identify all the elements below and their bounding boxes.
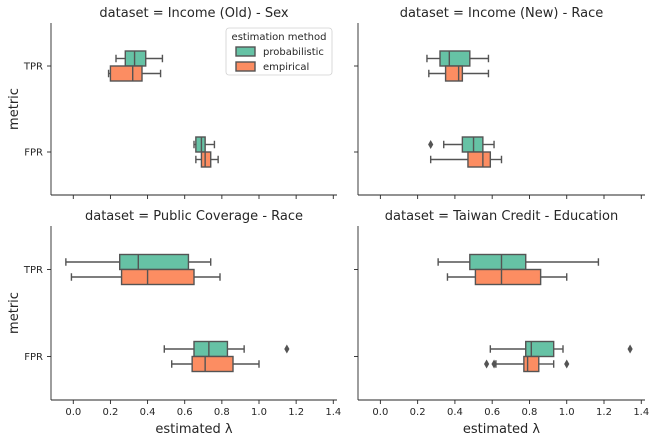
box-iqr xyxy=(124,50,147,67)
box-fpr-empirical xyxy=(429,151,503,168)
box-fpr-probabilistic xyxy=(489,340,633,358)
x-tick-label: 0.2 xyxy=(410,407,426,418)
y-tick-label: TPR xyxy=(23,62,43,73)
panel-title: dataset = Income (Old) - Sex xyxy=(99,6,288,21)
x-tick-label: 0.6 xyxy=(484,407,500,418)
x-tick-label: 0.0 xyxy=(372,407,388,418)
box-iqr xyxy=(444,65,464,82)
y-tick-label: FPR xyxy=(24,148,43,159)
box-fpr-probabilistic xyxy=(163,340,290,358)
x-tick-label: 0.0 xyxy=(65,407,81,418)
box-tpr-probabilistic xyxy=(426,50,490,67)
legend-label-empirical: empirical xyxy=(263,62,309,73)
x-tick-label: 1.2 xyxy=(596,407,612,418)
panel-3: dataset = Public Coverage - Race 0.0 0.2 0.… xyxy=(7,209,341,437)
box-iqr xyxy=(474,268,542,286)
box-iqr xyxy=(195,136,206,153)
x-tick-label: 0.4 xyxy=(447,407,463,418)
y-tick-label: TPR xyxy=(23,265,43,276)
box-iqr xyxy=(193,340,229,358)
legend: estimation method probabilistic empirical xyxy=(225,27,333,76)
box-tpr-empirical xyxy=(446,268,568,286)
box-iqr xyxy=(200,151,212,168)
x-tick-label: 0.2 xyxy=(102,407,118,418)
y-axis-title: metric xyxy=(7,292,22,334)
box-tpr-empirical xyxy=(107,65,162,82)
panel-title: dataset = Public Coverage - Race xyxy=(85,209,303,224)
box-fpr-empirical xyxy=(483,355,570,373)
panel-title: dataset = Income (New) - Race xyxy=(400,6,604,21)
box-tpr-empirical xyxy=(428,65,490,82)
y-tick-label: FPR xyxy=(24,352,43,363)
box-fpr-empirical xyxy=(195,151,219,168)
box-tpr-empirical xyxy=(70,268,221,286)
x-tick-label: 0.8 xyxy=(214,407,230,418)
box-iqr xyxy=(467,151,492,168)
outlier-marker xyxy=(564,359,570,369)
legend-label-probabilistic: probabilistic xyxy=(263,47,324,58)
box-fpr-probabilistic xyxy=(428,136,495,153)
x-tick-label: 0.8 xyxy=(522,407,538,418)
panel-1: dataset = Income (Old) - Sex TPR FPR metric… xyxy=(7,6,337,199)
x-axis-title: estimated λ xyxy=(155,422,233,437)
y-axis-title: metric xyxy=(7,88,22,130)
box-fpr-probabilistic xyxy=(193,136,216,153)
box-iqr xyxy=(525,340,555,358)
x-tick-label: 0.4 xyxy=(140,407,156,418)
outlier-marker xyxy=(483,359,490,369)
box-tpr-probabilistic xyxy=(115,50,164,67)
x-tick-label: 1.0 xyxy=(251,407,267,418)
box-iqr xyxy=(191,355,234,373)
outlier-marker xyxy=(428,140,434,149)
legend-swatch-empirical xyxy=(235,61,256,72)
x-tick-label: 0.6 xyxy=(177,407,193,418)
legend-title: estimation method xyxy=(232,32,327,43)
outlier-marker xyxy=(284,344,290,354)
box-fpr-empirical xyxy=(171,355,260,373)
x-tick-label: 1.4 xyxy=(325,407,341,418)
box-iqr xyxy=(120,268,195,286)
outlier-marker xyxy=(627,344,633,354)
panel-title: dataset = Taiwan Credit - Education xyxy=(385,209,618,224)
box-iqr xyxy=(469,253,527,271)
box-iqr xyxy=(439,50,471,67)
box-iqr xyxy=(109,65,143,82)
x-axis-title: estimated λ xyxy=(463,422,541,437)
x-tick-label: 1.4 xyxy=(633,407,649,418)
legend-swatch-probabilistic xyxy=(235,46,256,57)
panel-4: dataset = Taiwan Credit - Education 0.0 0.… xyxy=(354,209,649,437)
box-tpr-probabilistic xyxy=(65,253,212,271)
box-iqr xyxy=(119,253,190,271)
box-iqr xyxy=(523,355,540,373)
panel-2: dataset = Income (New) - Race xyxy=(354,6,645,199)
x-tick-label: 1.0 xyxy=(559,407,575,418)
x-tick-label: 1.2 xyxy=(288,407,304,418)
outlier-marker xyxy=(491,359,497,369)
box-tpr-probabilistic xyxy=(437,253,600,271)
box-iqr xyxy=(461,136,484,153)
